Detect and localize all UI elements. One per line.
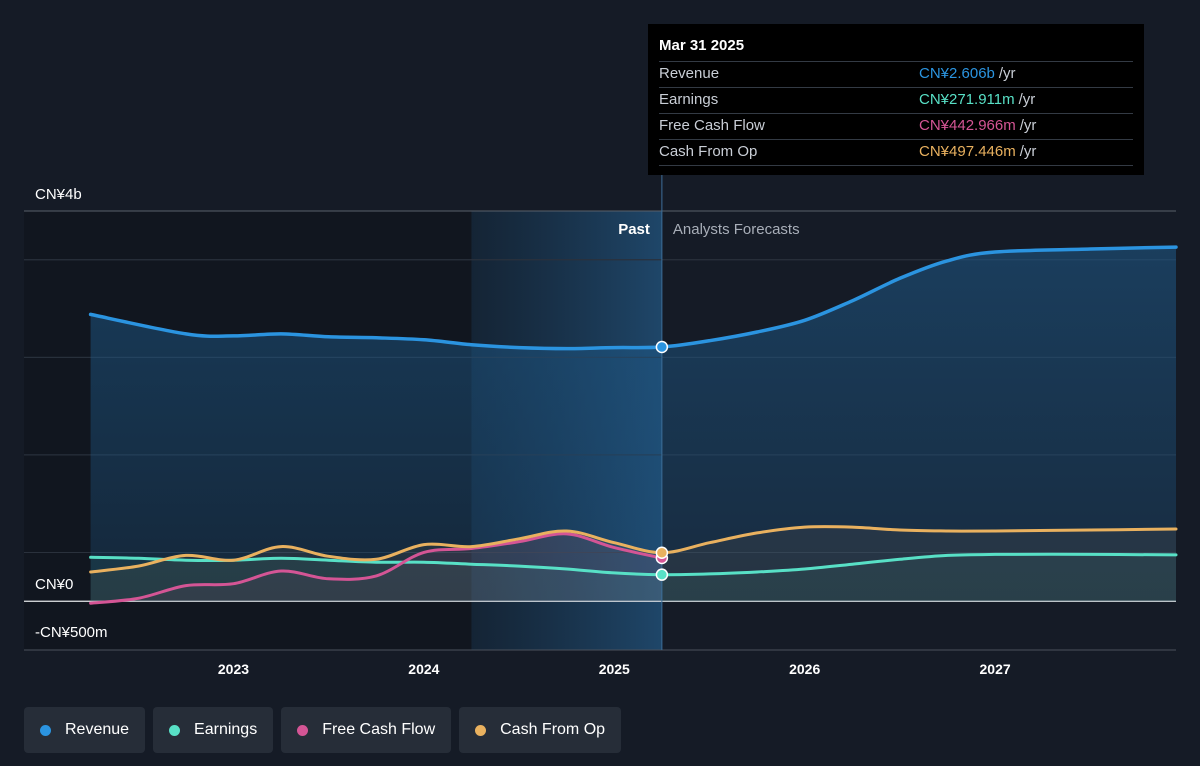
x-tick-label: 2023 bbox=[218, 661, 249, 677]
revenue-area bbox=[90, 247, 1177, 602]
x-tick-label: 2027 bbox=[980, 661, 1011, 677]
tooltip-row-value: CN¥271.911m bbox=[919, 91, 1015, 108]
cash-from-op-marker bbox=[655, 546, 669, 559]
series-lines bbox=[88, 245, 1178, 605]
legend-label: Free Cash Flow bbox=[322, 721, 436, 738]
x-axis-labels: 2023 2024 2025 2026 2027 bbox=[218, 661, 1011, 677]
tooltip-row: Free Cash Flow CN¥442.966m/yr bbox=[659, 113, 1133, 139]
tooltip-row-unit: /yr bbox=[998, 65, 1016, 82]
legend-dot-icon bbox=[475, 724, 487, 736]
cash-from-op-area bbox=[90, 526, 1177, 602]
legend: Revenue Earnings Free Cash Flow Cash From O… bbox=[24, 707, 622, 753]
earnings-line bbox=[89, 552, 1178, 577]
series-areas bbox=[90, 247, 1177, 604]
tooltip-row-name: Free Cash Flow bbox=[659, 117, 765, 134]
earnings-area bbox=[90, 554, 1177, 602]
hover-markers bbox=[655, 340, 669, 581]
tooltip-row-unit: /yr bbox=[1019, 143, 1037, 160]
tooltip-row: Earnings CN¥271.911m/yr bbox=[659, 87, 1133, 113]
revenue-line bbox=[88, 245, 1178, 351]
line-chart: CN¥4b CN¥0 -CN¥500m 2023 2024 2025 2026 2027 P… bbox=[24, 175, 1178, 677]
y-tick-label: -CN¥500m bbox=[35, 624, 108, 641]
legend-dot-icon bbox=[297, 724, 309, 736]
past-label: Past bbox=[618, 221, 650, 238]
tooltip-row-unit: /yr bbox=[1018, 91, 1036, 108]
tooltip-row-value: CN¥442.966m bbox=[919, 117, 1016, 134]
earnings-marker bbox=[655, 568, 669, 581]
tooltip-row: Revenue CN¥2.606b/yr bbox=[659, 61, 1133, 87]
tooltip-row-name: Revenue bbox=[659, 65, 720, 82]
legend-dot-icon bbox=[169, 724, 181, 736]
tooltip: Mar 31 2025 Revenue CN¥2.606b/yr Earnings C… bbox=[648, 24, 1144, 175]
x-tick-label: 2025 bbox=[599, 661, 630, 677]
forecast-label: Analysts Forecasts bbox=[673, 221, 800, 238]
legend-label: Revenue bbox=[65, 721, 130, 738]
tooltip-row: Cash From Op CN¥497.446m/yr bbox=[659, 139, 1133, 166]
revenue-marker bbox=[655, 340, 669, 354]
legend-dot-icon bbox=[40, 724, 51, 736]
x-tick-label: 2026 bbox=[789, 661, 820, 677]
free-cash-flow-area bbox=[90, 533, 662, 604]
legend-item-revenue[interactable]: Revenue bbox=[24, 707, 146, 753]
cash-from-op-line bbox=[89, 525, 1178, 574]
tooltip-row-name: Cash From Op bbox=[659, 143, 758, 160]
x-tick-label: 2024 bbox=[408, 661, 439, 677]
tooltip-row-value: CN¥2.606b bbox=[919, 65, 995, 82]
y-axis-labels: CN¥4b CN¥0 -CN¥500m bbox=[35, 186, 108, 641]
legend-label: Cash From Op bbox=[500, 721, 606, 738]
y-tick-label: CN¥4b bbox=[35, 186, 82, 203]
legend-label: Earnings bbox=[194, 721, 258, 738]
legend-item-cash-from-op[interactable]: Cash From Op bbox=[459, 707, 622, 753]
tooltip-row-value: CN¥497.446m bbox=[919, 143, 1016, 160]
legend-item-earnings[interactable]: Earnings bbox=[153, 707, 274, 753]
free-cash-flow-line bbox=[89, 532, 664, 605]
y-tick-label: CN¥0 bbox=[35, 576, 73, 593]
tooltip-row-name: Earnings bbox=[659, 91, 719, 108]
tooltip-date: Mar 31 2025 bbox=[659, 37, 745, 54]
legend-item-free-cash-flow[interactable]: Free Cash Flow bbox=[281, 707, 452, 753]
tooltip-row-unit: /yr bbox=[1019, 117, 1037, 134]
